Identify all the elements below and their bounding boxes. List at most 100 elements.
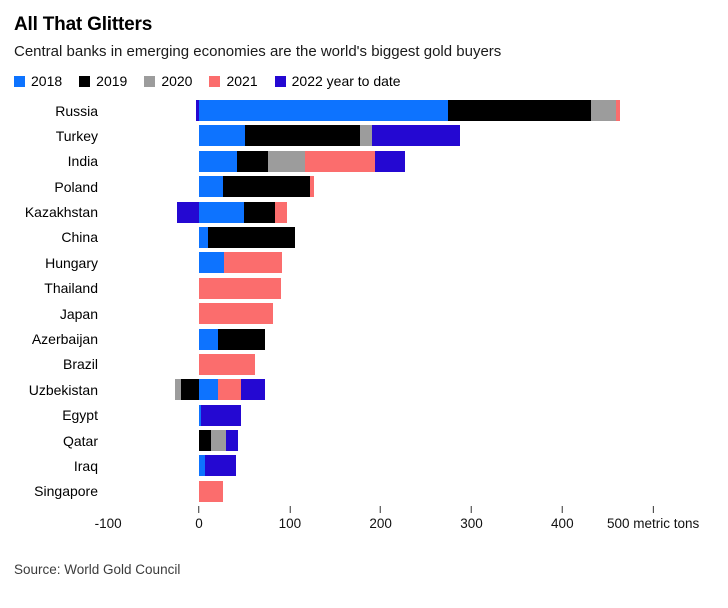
axis-tick--100: -100 (95, 506, 122, 531)
bar-segment-india-2021 (305, 150, 376, 172)
bar-row: Egypt (14, 404, 714, 426)
bar-segment-azerbaijan-2018 (199, 328, 219, 350)
bar-segment-egypt-2018 (199, 404, 201, 426)
bar-track (110, 430, 714, 452)
country-label-china: China (61, 229, 98, 246)
axis-tick-300: 300 (460, 506, 483, 531)
bar-segment-qatar-2020 (210, 430, 227, 452)
axis-tick-400: 400 (551, 506, 574, 531)
legend-label: 2018 (31, 73, 63, 89)
bar-segment-kazakhstan-2021 (275, 201, 288, 223)
country-label-brazil: Brazil (62, 356, 98, 373)
bar-segment-turkey-2020 (359, 125, 372, 147)
bar-segment-russia-2019 (447, 100, 592, 121)
bar-segment-iraq-2022-year-to-date (205, 455, 237, 477)
bar-row: Azerbaijan (14, 328, 714, 350)
bar-segment-india-2018 (199, 150, 238, 172)
bar-track (110, 252, 714, 274)
legend-swatch-icon (79, 75, 91, 87)
tick-label: 100 (278, 516, 302, 532)
legend-item-2021: 2021 (209, 73, 258, 89)
tick-mark-icon (198, 506, 200, 514)
bar-row: Qatar (14, 430, 714, 452)
bar-track (110, 480, 714, 502)
bar-segment-china-2018 (199, 226, 209, 248)
bar-row: China (14, 226, 714, 248)
country-label-singapore: Singapore (34, 483, 98, 500)
bar-track (110, 226, 714, 248)
tick-label: -100 (94, 516, 122, 532)
bar-row: Kazakhstan (14, 201, 714, 223)
bar-track (110, 455, 714, 477)
legend-item-2018: 2018 (14, 73, 62, 89)
bar-track (110, 125, 714, 147)
bar-row: India (14, 150, 714, 172)
axis-tick-100: 100 (278, 506, 302, 532)
legend-item-2020: 2020 (144, 73, 192, 89)
bar-segment-turkey-2022-year-to-date (371, 125, 460, 147)
legend-item-2019: 2019 (79, 73, 127, 89)
bar-segment-uzbekistan-2021 (218, 379, 241, 401)
legend-swatch-icon (274, 75, 286, 87)
bar-segment-japan-2021 (199, 303, 273, 325)
tick-label: 0 (195, 516, 203, 532)
legend-label: 2020 (161, 73, 193, 89)
tick-mark-icon (380, 506, 382, 514)
bar-track (110, 150, 714, 172)
bar-segment-india-2019 (237, 150, 269, 172)
bar-segment-qatar-2022-year-to-date (226, 430, 239, 452)
bar-row: Iraq (14, 455, 714, 477)
legend-swatch-icon (209, 75, 221, 87)
country-label-russia: Russia (55, 102, 98, 119)
tick-label: 400 (551, 516, 574, 532)
bar-track (110, 176, 714, 198)
country-label-iraq: Iraq (73, 457, 98, 474)
bar-segment-uzbekistan-2018 (199, 379, 219, 401)
x-axis-ticks: -100 0 100 200 300 400 500 metric tons (95, 506, 714, 536)
bar-track (110, 201, 714, 223)
country-label-hungary: Hungary (45, 254, 98, 271)
bar-segment-uzbekistan-2019 (180, 379, 199, 401)
axis-tick-0: 0 (195, 506, 203, 531)
bar-track (110, 100, 714, 121)
bar-segment-russia-2021 (615, 100, 620, 121)
x-axis: -100 0 100 200 300 400 500 metric tons (14, 506, 714, 536)
bar-row: Hungary (14, 252, 714, 274)
bar-row: Thailand (14, 277, 714, 299)
bar-row: Japan (14, 303, 714, 325)
bar-segment-uzbekistan-2022-year-to-date (240, 379, 266, 401)
bar-segment-poland-2018 (199, 176, 223, 198)
bar-segment-hungary-2021 (224, 252, 282, 274)
bar-segment-thailand-2021 (199, 277, 281, 299)
legend-item-2022-year-to-date: 2022 year to date (274, 73, 401, 89)
bar-track (110, 353, 714, 375)
bar-row: Uzbekistan (14, 379, 714, 401)
bar-segment-turkey-2019 (245, 125, 360, 147)
bar-segment-singapore-2021 (199, 480, 223, 502)
bar-segment-india-2020 (268, 150, 306, 172)
country-label-egypt: Egypt (62, 407, 98, 424)
bar-segment-poland-2019 (222, 176, 310, 198)
axis-tick-500: 500 metric tons (607, 506, 699, 531)
country-label-india: India (67, 153, 98, 170)
legend-label: 2021 (226, 73, 258, 89)
legend-label: 2019 (96, 73, 128, 89)
bar-segment-china-2019 (208, 226, 296, 248)
country-label-japan: Japan (59, 305, 98, 322)
bar-row: Singapore (14, 480, 714, 502)
bar-row: Turkey (14, 125, 714, 147)
country-label-turkey: Turkey (55, 127, 98, 144)
bar-segment-brazil-2021 (199, 353, 256, 375)
tick-label: 500 metric tons (606, 516, 700, 532)
bar-track (110, 379, 714, 401)
country-label-qatar: Qatar (62, 432, 98, 449)
bar-segment-azerbaijan-2019 (218, 328, 266, 350)
bar-segment-poland-2021 (309, 176, 315, 198)
country-label-azerbaijan: Azerbaijan (31, 331, 98, 348)
bar-segment-egypt-2022-year-to-date (200, 404, 241, 426)
bar-row: Poland (14, 176, 714, 198)
bar-segment-kazakhstan-2022-year-to-date (177, 201, 199, 223)
bar-rows: Russia Turkey India Poland Kazakhstan China Hu… (14, 100, 714, 502)
bar-segment-kazakhstan-2018 (199, 201, 245, 223)
